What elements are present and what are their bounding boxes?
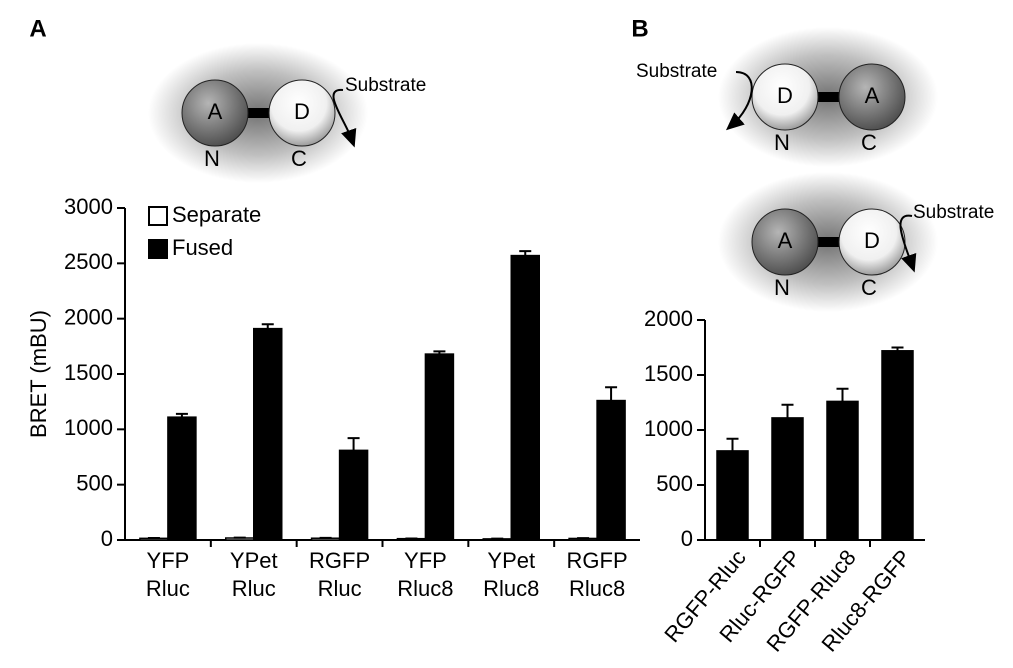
domain — [268, 79, 336, 147]
terminus-label: C — [861, 275, 877, 300]
y-tick-label: 1000 — [64, 415, 113, 440]
y-tick-label: 500 — [76, 470, 113, 495]
substrate-arrow — [332, 88, 357, 148]
x-tick-label: Rluc — [232, 576, 276, 601]
domain-label: D — [777, 83, 793, 108]
y-tick-label: 1500 — [644, 361, 693, 386]
substrate-arrow — [725, 71, 753, 131]
x-tick-label: YPet — [230, 548, 278, 573]
domain-label: D — [864, 228, 880, 253]
y-tick-label: 500 — [656, 471, 693, 496]
bar — [338, 449, 369, 541]
domain — [181, 79, 249, 147]
substrate-arrow — [899, 214, 917, 273]
domain-label: A — [208, 99, 223, 124]
bar — [424, 353, 455, 541]
legend-label: Fused — [172, 235, 233, 260]
x-tick-label: RGFP — [309, 548, 370, 573]
bar — [596, 399, 626, 541]
error-bar — [175, 412, 188, 418]
bar — [881, 350, 914, 541]
error-bar — [836, 387, 849, 402]
error-bar — [891, 346, 904, 351]
legend-label: Separate — [172, 202, 261, 227]
x-tick-label: Rluc8 — [397, 576, 453, 601]
substrate-label: Substrate — [345, 75, 426, 96]
x-tick-label: Rluc — [146, 576, 190, 601]
x-tick-label: YFP — [147, 548, 190, 573]
error-bar — [726, 437, 739, 451]
x-tick-label: Rluc8 — [569, 576, 625, 601]
y-axis-label: BRET (mBU) — [26, 310, 51, 438]
terminus-label: N — [774, 275, 790, 300]
y-tick-label: 2500 — [64, 249, 113, 274]
domain-label: A — [778, 228, 793, 253]
legend-swatch — [148, 239, 168, 259]
terminus-label: N — [774, 130, 790, 155]
domain — [751, 63, 819, 131]
substrate-label: Substrate — [913, 202, 994, 223]
x-tick-label: Rluc — [318, 576, 362, 601]
domain — [838, 63, 906, 131]
y-tick-label: 0 — [681, 526, 693, 551]
y-tick-label: 3000 — [64, 194, 113, 219]
error-bar — [261, 323, 274, 329]
x-tick-label: YPet — [487, 548, 535, 573]
bar — [826, 400, 859, 541]
error-bar — [347, 437, 360, 451]
y-tick-label: 2000 — [644, 306, 693, 331]
bar — [167, 416, 197, 541]
bar — [510, 254, 540, 541]
x-tick-label: YFP — [404, 548, 447, 573]
bar — [771, 417, 804, 541]
domain — [838, 208, 906, 276]
panel-label: A — [29, 15, 46, 42]
domain — [751, 208, 819, 276]
x-tick-label: RGFP — [567, 548, 628, 573]
substrate-label: Substrate — [636, 61, 717, 82]
error-bar — [433, 350, 446, 355]
error-bar — [605, 386, 618, 401]
terminus-label: N — [204, 146, 220, 171]
y-tick-label: 2000 — [64, 304, 113, 329]
bar — [253, 327, 283, 541]
terminus-label: C — [291, 146, 307, 171]
y-tick-label: 0 — [101, 526, 113, 551]
legend-swatch — [148, 206, 168, 226]
panel-label: B — [631, 15, 648, 42]
bar — [716, 450, 749, 541]
error-bar — [781, 403, 794, 418]
error-bar — [519, 250, 532, 256]
domain-label: D — [294, 99, 310, 124]
y-tick-label: 1500 — [64, 360, 113, 385]
terminus-label: C — [861, 130, 877, 155]
y-tick-label: 1000 — [644, 416, 693, 441]
x-tick-label: Rluc8 — [483, 576, 539, 601]
domain-label: A — [865, 83, 880, 108]
